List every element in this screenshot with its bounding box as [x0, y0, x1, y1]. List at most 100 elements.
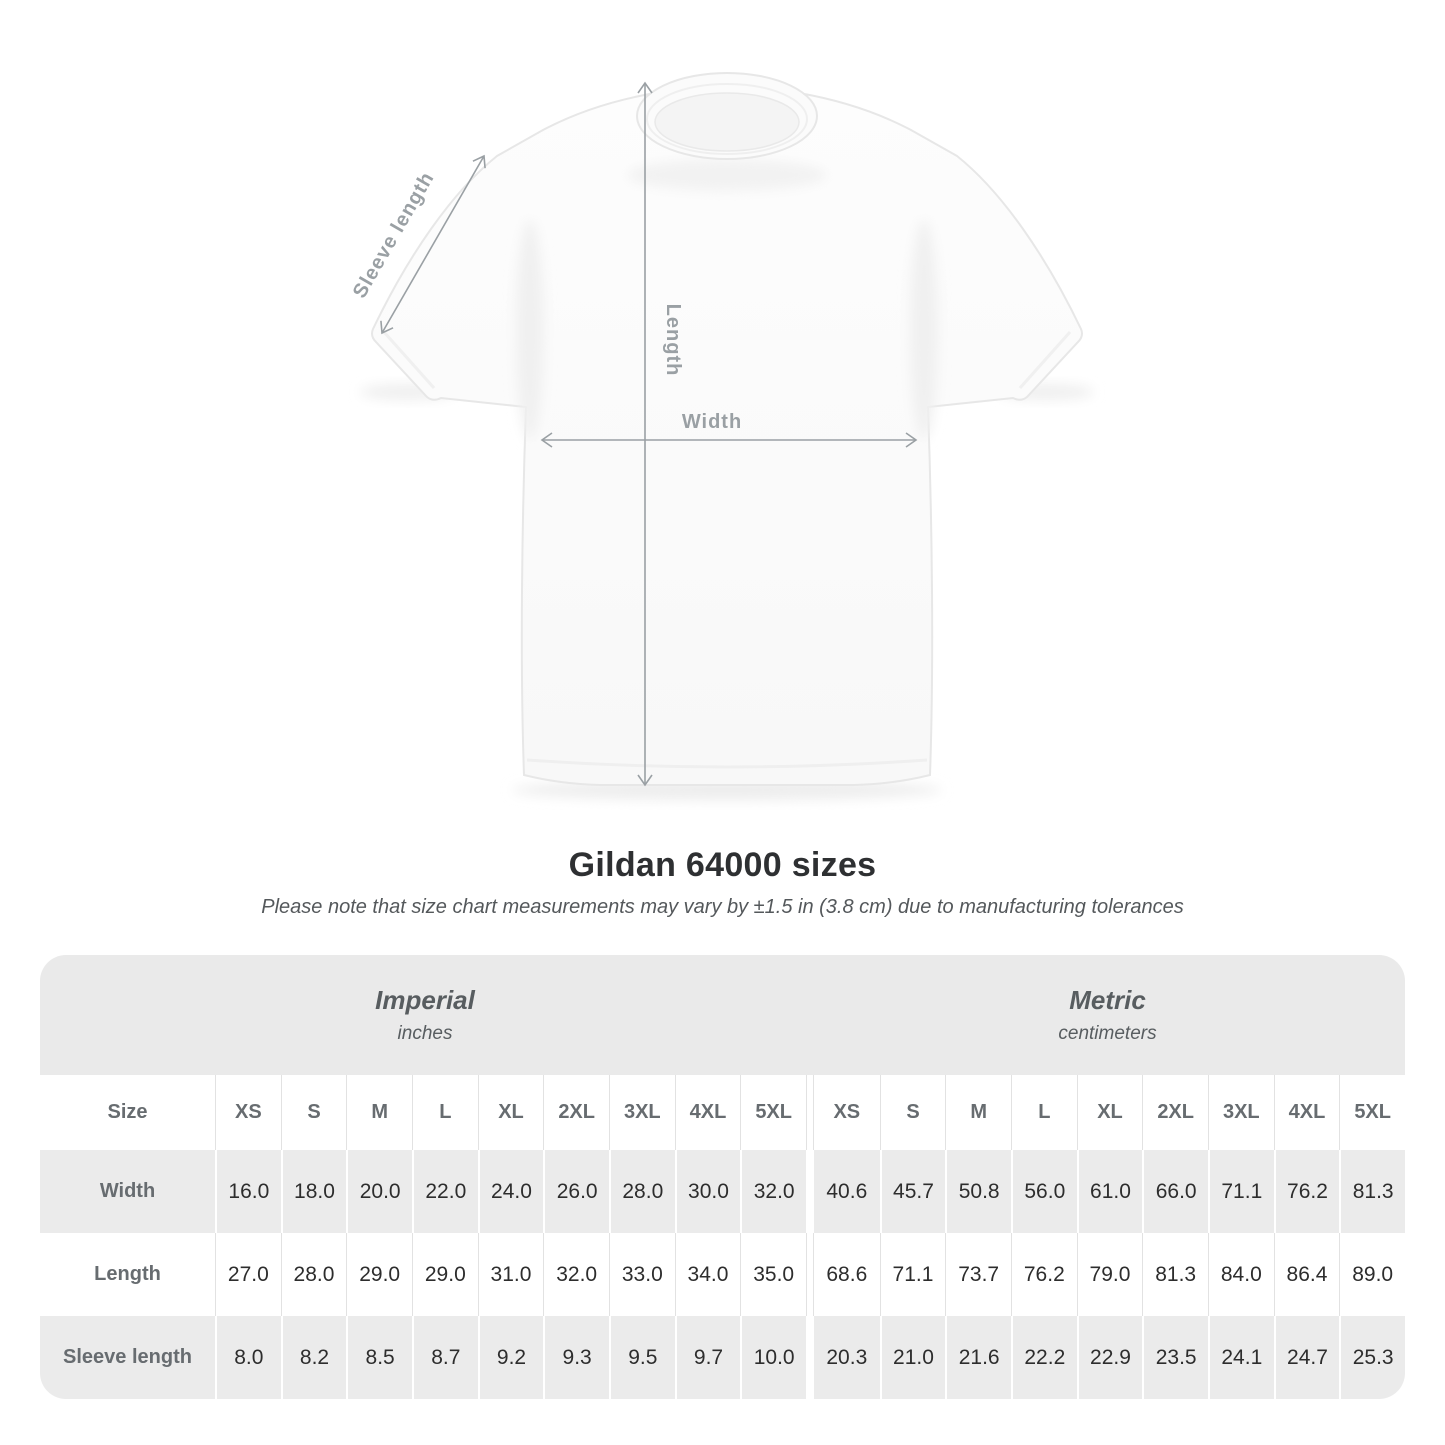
group-divider: [805, 1150, 814, 1233]
value-cell: 18.0: [280, 1150, 347, 1233]
tshirt-collar: [636, 72, 818, 160]
value-cell: 22.0: [411, 1150, 478, 1233]
value-cell: 45.7: [879, 1150, 946, 1233]
value-cell: 34.0: [674, 1233, 741, 1316]
value-cell: 8.2: [280, 1316, 347, 1399]
metric-group-units: centimeters: [1058, 1023, 1157, 1044]
value-cell: 86.4: [1273, 1233, 1340, 1316]
row-label: Sleeve length: [63, 1346, 192, 1368]
value-cell: 76.2: [1010, 1233, 1077, 1316]
measurement-arrows: [380, 81, 918, 787]
tshirt-figure: Sleeve length Length Width: [349, 72, 1094, 800]
value-cell: 73.7: [945, 1233, 1011, 1316]
value-cell: 79.0: [1076, 1233, 1143, 1316]
value-cell: 21.6: [945, 1316, 1011, 1399]
value-cell: 76.2: [1273, 1150, 1340, 1233]
value-cell: 20.0: [346, 1150, 412, 1233]
value-cell: 9.5: [608, 1316, 675, 1399]
value-cell: 84.0: [1207, 1233, 1274, 1316]
value-cell: 9.3: [543, 1316, 609, 1399]
size-col-header: S: [879, 1075, 946, 1150]
metric-group-title: Metric: [1069, 985, 1146, 1015]
value-cell: 81.3: [1142, 1233, 1208, 1316]
value-cell: 29.0: [411, 1233, 478, 1316]
value-cell: 26.0: [543, 1150, 609, 1233]
tolerance-note: Please note that size chart measurements…: [261, 896, 1184, 918]
row-label: Length: [94, 1263, 161, 1285]
value-cell: 35.0: [740, 1233, 806, 1316]
size-col-header: M: [945, 1075, 1011, 1150]
value-cell: 23.5: [1142, 1316, 1208, 1399]
imperial-group-units: inches: [397, 1023, 453, 1044]
group-divider: [805, 1233, 814, 1316]
value-cell: 28.0: [608, 1150, 675, 1233]
value-cell: 25.3: [1339, 1316, 1405, 1399]
metric-group-header: Metric centimeters: [810, 955, 1405, 1075]
value-cell: 32.0: [740, 1150, 806, 1233]
value-cell: 66.0: [1142, 1150, 1208, 1233]
size-col-header: XS: [833, 1101, 861, 1123]
value-cell: 10.0: [740, 1316, 806, 1399]
size-col-header: 3XL: [608, 1075, 675, 1150]
value-cell: 33.0: [608, 1233, 675, 1316]
group-divider: [805, 1075, 814, 1150]
value-cell: 89.0: [1339, 1233, 1405, 1316]
group-divider: [805, 1316, 814, 1399]
value-cell: 71.1: [879, 1233, 946, 1316]
size-col-header: XL: [477, 1075, 544, 1150]
imperial-group-title: Imperial: [375, 985, 475, 1015]
page-title: Gildan 64000 sizes: [568, 846, 877, 884]
value-cell: 9.7: [674, 1316, 741, 1399]
row-label: Width: [99, 1180, 156, 1202]
size-col-header: XS: [215, 1075, 281, 1150]
value-cell: 16.0: [215, 1150, 281, 1233]
value-cell: 71.1: [1207, 1150, 1274, 1233]
width-label: Width: [682, 411, 742, 433]
value-cell: 9.2: [477, 1316, 544, 1399]
value-cell: 20.3: [826, 1345, 868, 1369]
size-col-header: 4XL: [674, 1075, 741, 1150]
size-col-header: 5XL: [740, 1075, 806, 1150]
size-col-header: L: [411, 1075, 478, 1150]
size-header-label: Size: [107, 1101, 148, 1123]
value-cell: 24.7: [1273, 1316, 1340, 1399]
size-col-header: XL: [1076, 1075, 1143, 1150]
value-cell: 68.6: [826, 1262, 868, 1286]
size-col-header: M: [346, 1075, 412, 1150]
value-cell: 32.0: [543, 1233, 609, 1316]
size-col-header: 2XL: [543, 1075, 609, 1150]
size-table-card: Imperial inches Metric centimeters Size …: [40, 955, 1405, 1399]
size-col-header: 5XL: [1339, 1075, 1405, 1150]
size-col-header: 2XL: [1142, 1075, 1208, 1150]
value-cell: 22.9: [1076, 1316, 1143, 1399]
value-cell: 8.0: [215, 1316, 281, 1399]
value-cell: 81.3: [1339, 1150, 1405, 1233]
size-col-header: 3XL: [1207, 1075, 1274, 1150]
size-header-row: Size XS S M L XL 2XL 3XL 4XL 5XL XS S M …: [40, 1075, 1405, 1150]
unit-group-header: Imperial inches Metric centimeters: [40, 955, 1405, 1075]
sleeve-length-row: Sleeve length 8.0 8.2 8.5 8.7 9.2 9.3 9.…: [40, 1316, 1405, 1399]
sleeve-length-arrow: [380, 154, 486, 335]
value-cell: 50.8: [945, 1150, 1011, 1233]
value-cell: 24.1: [1207, 1316, 1274, 1399]
value-cell: 27.0: [215, 1233, 281, 1316]
length-row: Length 27.0 28.0 29.0 29.0 31.0 32.0 33.…: [40, 1233, 1405, 1316]
value-cell: 29.0: [346, 1233, 412, 1316]
value-cell: 8.5: [346, 1316, 412, 1399]
value-cell: 40.6: [826, 1179, 868, 1203]
value-cell: 22.2: [1010, 1316, 1077, 1399]
size-col-header: S: [280, 1075, 347, 1150]
value-cell: 28.0: [280, 1233, 347, 1316]
value-cell: 30.0: [674, 1150, 741, 1233]
value-cell: 8.7: [411, 1316, 478, 1399]
imperial-group-header: Imperial inches: [40, 955, 810, 1075]
value-cell: 24.0: [477, 1150, 544, 1233]
value-cell: 56.0: [1010, 1150, 1077, 1233]
value-cell: 31.0: [477, 1233, 544, 1316]
size-col-header: 4XL: [1273, 1075, 1340, 1150]
size-col-header: L: [1010, 1075, 1077, 1150]
width-row: Width 16.0 18.0 20.0 22.0 24.0 26.0 28.0…: [40, 1150, 1405, 1233]
value-cell: 21.0: [879, 1316, 946, 1399]
length-label: Length: [662, 304, 684, 377]
